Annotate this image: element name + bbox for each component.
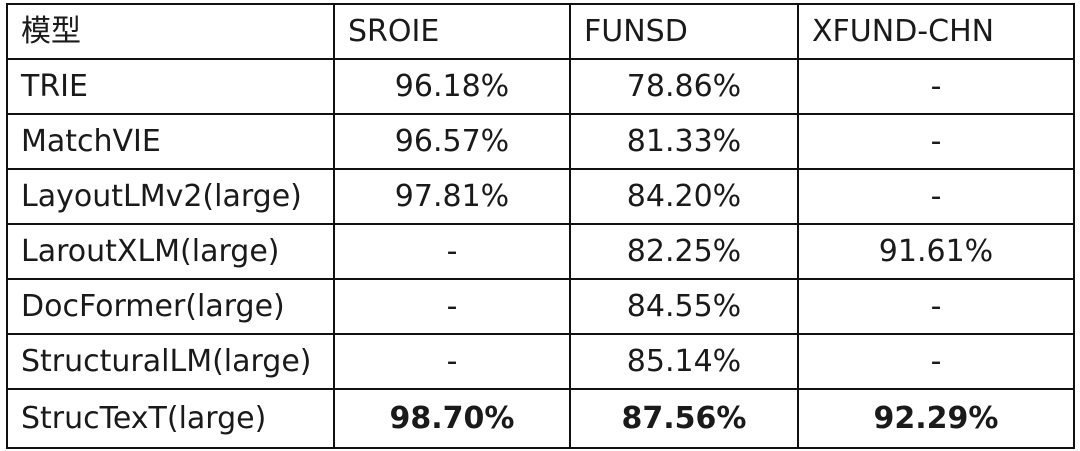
funsd-value-cell: 87.56% <box>569 388 799 449</box>
funsd-value-cell: 85.14% <box>569 333 799 390</box>
sroie-value-cell: 98.70% <box>333 388 571 449</box>
funsd-value-cell: 82.25% <box>569 223 799 280</box>
sroie-value-cell: - <box>333 333 571 390</box>
model-name-cell: LayoutLMv2(large) <box>6 168 335 225</box>
model-name-cell: LaroutXLM(large) <box>6 223 335 280</box>
table-row: StrucTexT(large) 98.70% 87.56% 92.29% <box>6 388 1075 449</box>
funsd-value-cell: 81.33% <box>569 113 799 170</box>
header-row: 模型 SROIE FUNSD XFUND-CHN <box>6 3 1075 60</box>
funsd-value-cell: 78.86% <box>569 58 799 115</box>
xfund-chn-value-cell: 92.29% <box>797 388 1075 449</box>
table-row: TRIE 96.18% 78.86% - <box>6 58 1075 115</box>
xfund-chn-value-cell: - <box>797 168 1075 225</box>
xfund-chn-value-cell: - <box>797 58 1075 115</box>
header-cell-xfund-chn: XFUND-CHN <box>797 3 1075 60</box>
table-row: LaroutXLM(large) -82.25% 91.61% <box>6 223 1075 280</box>
table-row: MatchVIE 96.57% 81.33% - <box>6 113 1075 170</box>
header-cell-sroie: SROIE <box>333 3 571 60</box>
model-name-cell: StructuralLM(large) <box>6 333 335 390</box>
xfund-chn-value-cell: 91.61% <box>797 223 1075 280</box>
sroie-value-cell: 96.18% <box>333 58 571 115</box>
funsd-value-cell: 84.20% <box>569 168 799 225</box>
model-name-cell: TRIE <box>6 58 335 115</box>
xfund-chn-value-cell: - <box>797 278 1075 335</box>
sroie-value-cell: 97.81% <box>333 168 571 225</box>
model-name-cell: MatchVIE <box>6 113 335 170</box>
header-cell-model: 模型 <box>6 3 335 60</box>
results-table-body: 模型 SROIE FUNSD XFUND-CHN TRIE 96.18% 78.86… <box>6 3 1075 449</box>
model-name-cell: StrucTexT(large) <box>6 388 335 449</box>
model-name-cell: DocFormer(large) <box>6 278 335 335</box>
sroie-value-cell: - <box>333 278 571 335</box>
xfund-chn-value-cell: - <box>797 113 1075 170</box>
table-row: DocFormer(large) -84.55% - <box>6 278 1075 335</box>
sroie-value-cell: 96.57% <box>333 113 571 170</box>
xfund-chn-value-cell: - <box>797 333 1075 390</box>
header-cell-funsd: FUNSD <box>569 3 799 60</box>
table-row: StructuralLM(large) -85.14% - <box>6 333 1075 390</box>
table-row: LayoutLMv2(large) 97.81% 84.20% - <box>6 168 1075 225</box>
sroie-value-cell: - <box>333 223 571 280</box>
results-table-container: 模型 SROIE FUNSD XFUND-CHN TRIE 96.18% 78.86… <box>6 3 1075 449</box>
results-table: 模型 SROIE FUNSD XFUND-CHN TRIE 96.18% 78.86… <box>6 3 1075 449</box>
funsd-value-cell: 84.55% <box>569 278 799 335</box>
